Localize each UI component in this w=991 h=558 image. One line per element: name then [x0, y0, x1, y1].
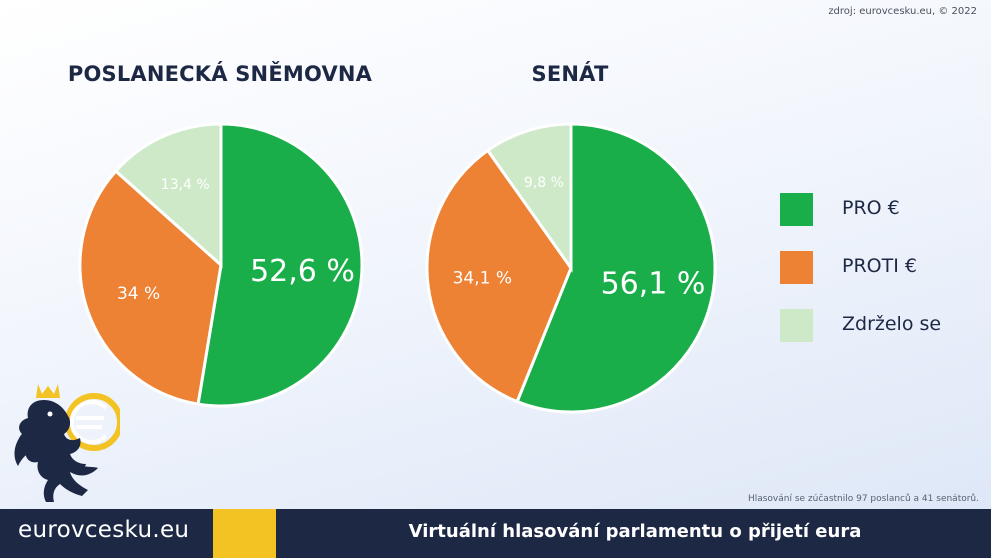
legend-label-zdrzelo: Zdrželo se — [842, 313, 942, 335]
pie-chart-poslanecka-snemovna: 52,6 % 34 % 13,4 % — [78, 122, 364, 408]
pie-slice-senat-zdrzelo — [485, 122, 573, 273]
pie-slice-poslanecka-snemovna-zdrzelo — [113, 122, 223, 269]
footer-bar: eurovcesku.eu Virtuální hlasování parlam… — [0, 509, 991, 558]
pie-chart-senat: 56,1 % 34,1 % 9,8 % — [425, 122, 717, 414]
chart-title-senat: SENÁT — [531, 62, 609, 86]
pie-label-senat-zdrzelo: 9,8 % — [524, 175, 564, 191]
source-credit: zdroj: eurovcesku.eu, © 2022 — [828, 6, 977, 17]
pie-label-senat-pro: 56,1 % — [601, 266, 706, 301]
pie-label-poslanecka-snemovna-pro: 52,6 % — [250, 254, 355, 289]
footer-accent-block — [213, 509, 276, 558]
legend-swatch-proti — [780, 251, 813, 284]
pie-slice-poslanecka-snemovna-proti — [78, 168, 223, 406]
legend-swatch-zdrzelo — [780, 309, 813, 342]
pie-label-senat-proti: 34,1 % — [453, 268, 512, 288]
lion-euro-emblem-icon — [14, 384, 120, 502]
legend-label-proti: PROTI € — [842, 255, 917, 277]
pie-label-poslanecka-snemovna-zdrzelo: 13,4 % — [161, 177, 210, 193]
participation-note: Hlasování se zúčastnilo 97 poslanců a 41… — [747, 494, 979, 504]
pie-slice-senat-proti — [425, 148, 573, 404]
legend-swatch-pro — [780, 193, 813, 226]
chart-title-poslanecka-snemovna: POSLANECKÁ SNĚMOVNA — [67, 62, 373, 86]
pie-label-poslanecka-snemovna-proti: 34 % — [117, 284, 160, 304]
brand-logo-text[interactable]: eurovcesku.eu — [18, 517, 190, 543]
pie-slice-poslanecka-snemovna-pro — [196, 122, 364, 408]
pie-slice-senat-pro — [515, 122, 717, 414]
legend-label-pro: PRO € — [842, 197, 900, 219]
footer-title: Virtuální hlasování parlamentu o přijetí… — [408, 521, 862, 542]
